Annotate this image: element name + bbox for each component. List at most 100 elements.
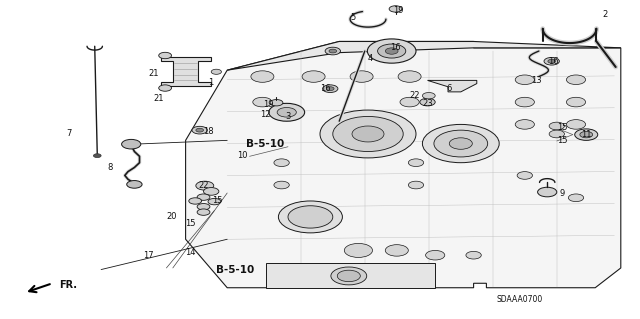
Circle shape bbox=[548, 59, 556, 63]
Circle shape bbox=[434, 130, 488, 157]
Circle shape bbox=[277, 108, 296, 117]
Circle shape bbox=[378, 44, 406, 58]
Text: 12: 12 bbox=[260, 110, 271, 119]
Circle shape bbox=[197, 194, 210, 200]
Circle shape bbox=[566, 97, 586, 107]
Text: 19: 19 bbox=[264, 100, 274, 109]
Circle shape bbox=[337, 270, 360, 282]
Circle shape bbox=[515, 75, 534, 85]
Circle shape bbox=[408, 181, 424, 189]
Text: 15: 15 bbox=[212, 196, 223, 205]
Text: 17: 17 bbox=[143, 251, 154, 260]
Text: 5: 5 bbox=[351, 13, 356, 22]
Circle shape bbox=[517, 172, 532, 179]
Text: 15: 15 bbox=[186, 219, 196, 228]
Circle shape bbox=[344, 243, 372, 257]
Text: 21: 21 bbox=[148, 69, 159, 78]
Text: 13: 13 bbox=[531, 76, 541, 85]
Text: FR.: FR. bbox=[59, 279, 77, 290]
Circle shape bbox=[189, 198, 202, 204]
Text: 3: 3 bbox=[285, 112, 291, 121]
Text: 19: 19 bbox=[393, 6, 403, 15]
Circle shape bbox=[400, 97, 419, 107]
Circle shape bbox=[274, 159, 289, 167]
Circle shape bbox=[466, 251, 481, 259]
Text: 15: 15 bbox=[557, 137, 567, 145]
Circle shape bbox=[288, 206, 333, 228]
Text: 2: 2 bbox=[602, 10, 607, 19]
Circle shape bbox=[566, 120, 586, 129]
Circle shape bbox=[197, 204, 210, 210]
Text: 4: 4 bbox=[367, 54, 372, 63]
Circle shape bbox=[251, 71, 274, 82]
Circle shape bbox=[515, 97, 534, 107]
Circle shape bbox=[269, 103, 305, 121]
Circle shape bbox=[575, 129, 598, 140]
Text: 16: 16 bbox=[390, 43, 401, 52]
Circle shape bbox=[196, 181, 214, 190]
Circle shape bbox=[352, 126, 384, 142]
Circle shape bbox=[302, 71, 325, 82]
Circle shape bbox=[211, 69, 221, 74]
Circle shape bbox=[270, 100, 283, 106]
Text: 1: 1 bbox=[209, 78, 214, 87]
Circle shape bbox=[331, 267, 367, 285]
Polygon shape bbox=[266, 263, 435, 288]
Circle shape bbox=[580, 131, 593, 138]
Circle shape bbox=[422, 124, 499, 163]
Circle shape bbox=[93, 154, 101, 158]
Circle shape bbox=[127, 181, 142, 188]
Text: 7: 7 bbox=[67, 129, 72, 138]
Circle shape bbox=[192, 126, 207, 134]
Circle shape bbox=[568, 194, 584, 202]
Circle shape bbox=[159, 52, 172, 59]
Circle shape bbox=[274, 181, 289, 189]
Text: 14: 14 bbox=[186, 248, 196, 256]
Circle shape bbox=[549, 122, 564, 130]
Circle shape bbox=[208, 198, 221, 205]
Text: 6: 6 bbox=[447, 84, 452, 93]
Circle shape bbox=[326, 87, 334, 91]
Circle shape bbox=[159, 85, 172, 91]
Circle shape bbox=[204, 188, 219, 195]
Circle shape bbox=[325, 47, 340, 55]
Polygon shape bbox=[161, 57, 211, 86]
Text: 23: 23 bbox=[422, 99, 433, 108]
Polygon shape bbox=[227, 41, 621, 70]
Circle shape bbox=[398, 71, 421, 82]
Circle shape bbox=[122, 139, 141, 149]
Text: 20: 20 bbox=[166, 212, 177, 221]
Circle shape bbox=[544, 57, 559, 65]
Circle shape bbox=[385, 245, 408, 256]
Text: 21: 21 bbox=[154, 94, 164, 103]
Circle shape bbox=[333, 116, 403, 152]
Text: 9: 9 bbox=[559, 189, 564, 198]
Circle shape bbox=[420, 98, 435, 106]
Circle shape bbox=[422, 93, 435, 99]
Circle shape bbox=[320, 110, 416, 158]
Circle shape bbox=[515, 120, 534, 129]
Circle shape bbox=[389, 6, 402, 12]
Circle shape bbox=[350, 71, 373, 82]
Text: SDAAA0700: SDAAA0700 bbox=[497, 295, 543, 304]
Circle shape bbox=[253, 97, 272, 107]
Circle shape bbox=[196, 128, 204, 132]
Circle shape bbox=[329, 49, 337, 53]
Circle shape bbox=[426, 250, 445, 260]
Text: B-5-10: B-5-10 bbox=[216, 264, 255, 275]
Text: 22: 22 bbox=[198, 181, 209, 190]
Text: 8: 8 bbox=[108, 163, 113, 172]
Circle shape bbox=[278, 201, 342, 233]
Circle shape bbox=[367, 39, 416, 63]
Circle shape bbox=[538, 187, 557, 197]
Circle shape bbox=[323, 85, 338, 93]
Circle shape bbox=[408, 159, 424, 167]
Text: 10: 10 bbox=[237, 151, 247, 160]
Circle shape bbox=[549, 130, 564, 138]
Polygon shape bbox=[428, 80, 477, 92]
Circle shape bbox=[449, 138, 472, 149]
Circle shape bbox=[566, 75, 586, 85]
Text: 11: 11 bbox=[581, 130, 591, 139]
Polygon shape bbox=[186, 41, 621, 288]
Text: 18: 18 bbox=[203, 127, 213, 136]
